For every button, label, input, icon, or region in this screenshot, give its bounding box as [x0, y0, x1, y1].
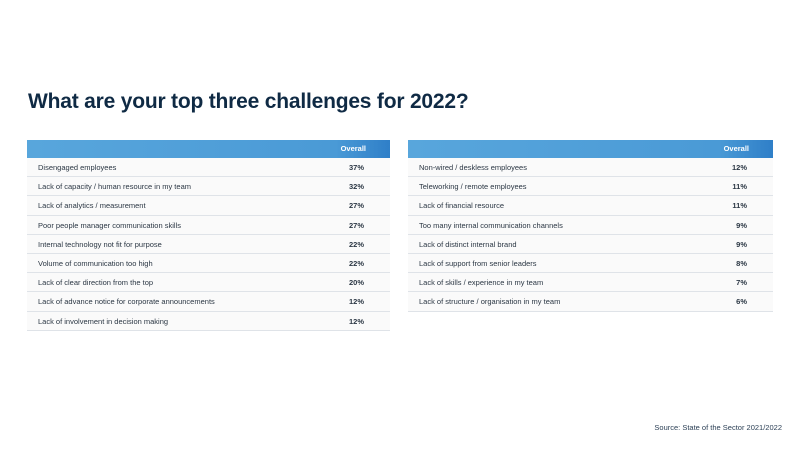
row-value: 11% [732, 201, 747, 211]
row-value: 27% [348, 220, 364, 230]
row-value: 11% [732, 182, 747, 192]
table-header: Overall [408, 140, 773, 158]
row-value: 8% [736, 258, 747, 268]
table-row: Poor people manager communication skills… [27, 215, 390, 235]
row-label: Lack of skills / experience in my team [419, 278, 544, 288]
column-header-overall: Overall [723, 144, 749, 153]
row-value: 32% [348, 182, 364, 192]
table-row: Lack of skills / experience in my team 7% [408, 273, 773, 293]
table-row: Lack of clear direction from the top 20% [27, 273, 390, 293]
row-value: 20% [348, 278, 364, 288]
row-label: Lack of advance notice for corporate ann… [38, 297, 215, 307]
table-row: Disengaged employees 37% [27, 158, 390, 178]
source-note: Source: State of the Sector 2021/2022 [654, 423, 782, 432]
row-label: Lack of clear direction from the top [38, 278, 154, 288]
row-value: 9% [736, 220, 747, 230]
table-row: Non-wired / deskless employees 12% [408, 158, 773, 178]
row-label: Lack of financial resource [419, 201, 505, 211]
challenges-table-right: Overall Non-wired / deskless employees 12… [408, 140, 773, 312]
row-label: Volume of communication too high [38, 258, 153, 268]
table-row: Volume of communication too high 22% [27, 253, 390, 274]
table-row: Lack of advance notice for corporate ann… [27, 292, 390, 312]
row-value: 9% [736, 239, 747, 249]
column-header-overall: Overall [340, 144, 366, 153]
table-row: Lack of support from senior leaders 8% [408, 253, 773, 274]
row-label: Disengaged employees [38, 163, 117, 172]
row-label: Lack of distinct internal brand [419, 239, 517, 249]
row-label: Too many internal communication channels [419, 220, 563, 230]
row-value: 7% [736, 278, 747, 288]
table-row: Lack of structure / organisation in my t… [408, 292, 773, 312]
row-value: 12% [348, 316, 364, 326]
table-row: Lack of financial resource 11% [408, 196, 773, 216]
table-row: Teleworking / remote employees 11% [408, 177, 773, 197]
row-label: Lack of structure / organisation in my t… [419, 297, 561, 307]
row-value: 6% [736, 297, 747, 307]
row-value: 37% [348, 163, 364, 172]
row-value: 12% [348, 297, 364, 307]
challenges-table-left: Overall Disengaged employees 37% Lack of c… [27, 140, 390, 331]
table-row: Lack of analytics / measurement 27% [27, 196, 390, 216]
row-label: Lack of analytics / measurement [38, 201, 146, 211]
row-value: 12% [731, 163, 747, 172]
row-label: Non-wired / deskless employees [419, 163, 527, 172]
row-value: 27% [348, 201, 364, 211]
table-row: Lack of capacity / human resource in my … [27, 177, 390, 197]
row-label: Poor people manager communication skills [38, 220, 181, 230]
table-row: Too many internal communication channels… [408, 215, 773, 235]
row-label: Internal technology not fit for purpose [38, 239, 162, 249]
row-label: Lack of involvement in decision making [38, 316, 169, 326]
row-value: 22% [348, 239, 364, 249]
page-title: What are your top three challenges for 2… [28, 90, 469, 113]
row-label: Lack of capacity / human resource in my … [38, 182, 191, 192]
table-row: Lack of involvement in decision making 12… [27, 311, 390, 331]
table-row: Lack of distinct internal brand 9% [408, 234, 773, 254]
row-label: Lack of support from senior leaders [419, 258, 537, 268]
row-label: Teleworking / remote employees [419, 182, 527, 192]
row-value: 22% [348, 258, 364, 268]
table-header: Overall [27, 140, 390, 158]
table-row: Internal technology not fit for purpose 2… [27, 234, 390, 254]
